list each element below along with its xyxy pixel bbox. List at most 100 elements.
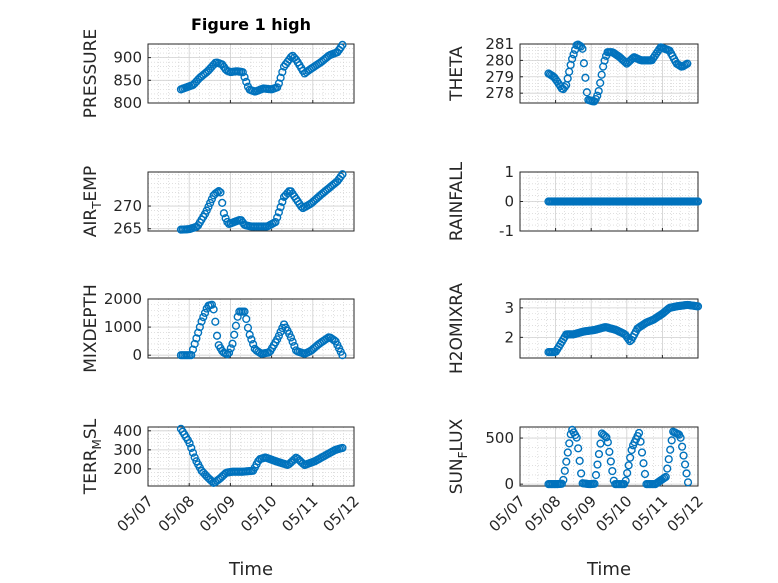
- axes-box: [519, 298, 699, 359]
- y-axis-label-part: TERR: [81, 449, 101, 495]
- data-point: [683, 478, 693, 487]
- y-axis-label: H2OMIXRA: [447, 283, 467, 374]
- data-point: [278, 197, 287, 207]
- data-point: [211, 317, 220, 326]
- y-axis-label: TERRMSL: [81, 418, 104, 495]
- data-point: [605, 447, 614, 456]
- y-axis-label-subscript: F: [456, 451, 470, 458]
- data-point: [195, 322, 204, 332]
- data-point: [216, 188, 225, 197]
- data-point: [683, 59, 692, 68]
- data-point: [223, 350, 232, 359]
- y-tick-label: 2000: [104, 290, 142, 308]
- subplot-pressure: 800 850 900 PRESSURE: [81, 29, 355, 118]
- y-axis-label-part: EMP: [81, 166, 101, 202]
- data-point: [677, 442, 687, 451]
- figure-title: Figure 1 high: [191, 15, 311, 34]
- y-tick-label: 850: [113, 71, 142, 89]
- data-point: [231, 321, 241, 330]
- x-axis-label: Time: [586, 559, 631, 580]
- y-axis-label-part: AIR: [81, 209, 101, 238]
- data-point: [623, 468, 632, 478]
- data-point: [575, 456, 584, 465]
- data-point: [230, 330, 239, 339]
- data-point: [219, 209, 229, 218]
- data-point: [663, 464, 672, 473]
- data-point: [626, 453, 635, 462]
- subplot-h2omixra: 2 3 H2OMIXRA: [447, 283, 703, 374]
- y-tick-label: 279: [485, 68, 514, 86]
- y-tick-label: 1000: [104, 318, 142, 336]
- y-tick-label: 2: [504, 328, 514, 346]
- data-point: [608, 466, 617, 476]
- data-point: [572, 433, 581, 442]
- y-axis-label-part: SL: [81, 418, 101, 439]
- data-point: [676, 433, 685, 442]
- data-point: [680, 460, 690, 469]
- data-point: [338, 443, 347, 453]
- data-point: [338, 351, 347, 360]
- data-point: [600, 56, 609, 65]
- data-point: [190, 453, 199, 462]
- data-point: [578, 44, 587, 53]
- data-point: [565, 439, 574, 448]
- data-point: [286, 333, 296, 342]
- y-axis-label: SUNFLUX: [447, 418, 470, 494]
- data-point: [204, 202, 213, 211]
- data-point: [693, 197, 703, 206]
- data-point: [628, 54, 637, 63]
- x-tick-label: 05/10: [237, 492, 280, 535]
- axes-box: [519, 426, 699, 487]
- data-point: [581, 73, 590, 82]
- y-axis-label-part: SUN: [447, 458, 467, 494]
- data-point: [245, 330, 254, 339]
- data-point: [666, 445, 675, 454]
- data-point: [240, 307, 249, 316]
- data-point: [636, 437, 645, 446]
- data-point: [602, 433, 611, 442]
- x-tick-label: 05/08: [521, 492, 564, 535]
- data-point: [187, 443, 196, 453]
- data-point: [594, 449, 604, 459]
- data-point: [557, 479, 566, 488]
- y-tick-label: 270: [113, 197, 142, 215]
- data-point: [206, 198, 215, 208]
- data-point: [693, 302, 703, 311]
- data-point: [212, 188, 222, 197]
- y-tick-label: 3: [504, 299, 514, 317]
- y-axis-label: THETA: [447, 46, 467, 102]
- data-point: [288, 337, 297, 346]
- y-tick-label: 300: [113, 441, 142, 459]
- y-tick-label: 800: [113, 94, 142, 112]
- data-point: [273, 83, 282, 92]
- x-tick-label: 05/11: [628, 492, 671, 535]
- y-tick-label: 0: [504, 193, 514, 211]
- subplot-air_temp: 265 270 AIRTEMP: [81, 166, 355, 238]
- data-point: [240, 72, 249, 82]
- data-point: [290, 455, 299, 464]
- data-point: [242, 77, 251, 86]
- data-point: [221, 214, 230, 223]
- data-point: [640, 469, 650, 479]
- data-point: [207, 300, 216, 309]
- axes-box: [147, 171, 355, 232]
- data-point: [559, 475, 568, 485]
- data-point: [271, 217, 280, 227]
- y-axis-label: AIRTEMP: [81, 166, 104, 237]
- data-point: [594, 86, 603, 96]
- data-point: [560, 83, 569, 92]
- data-point: [209, 305, 218, 314]
- y-tick-label: 400: [113, 422, 142, 440]
- data-point: [596, 78, 605, 88]
- data-point: [187, 351, 196, 360]
- data-point: [278, 67, 287, 77]
- data-point: [627, 445, 636, 455]
- data-point: [603, 438, 612, 447]
- x-tick-label: 05/07: [114, 492, 157, 535]
- data-point: [621, 476, 630, 485]
